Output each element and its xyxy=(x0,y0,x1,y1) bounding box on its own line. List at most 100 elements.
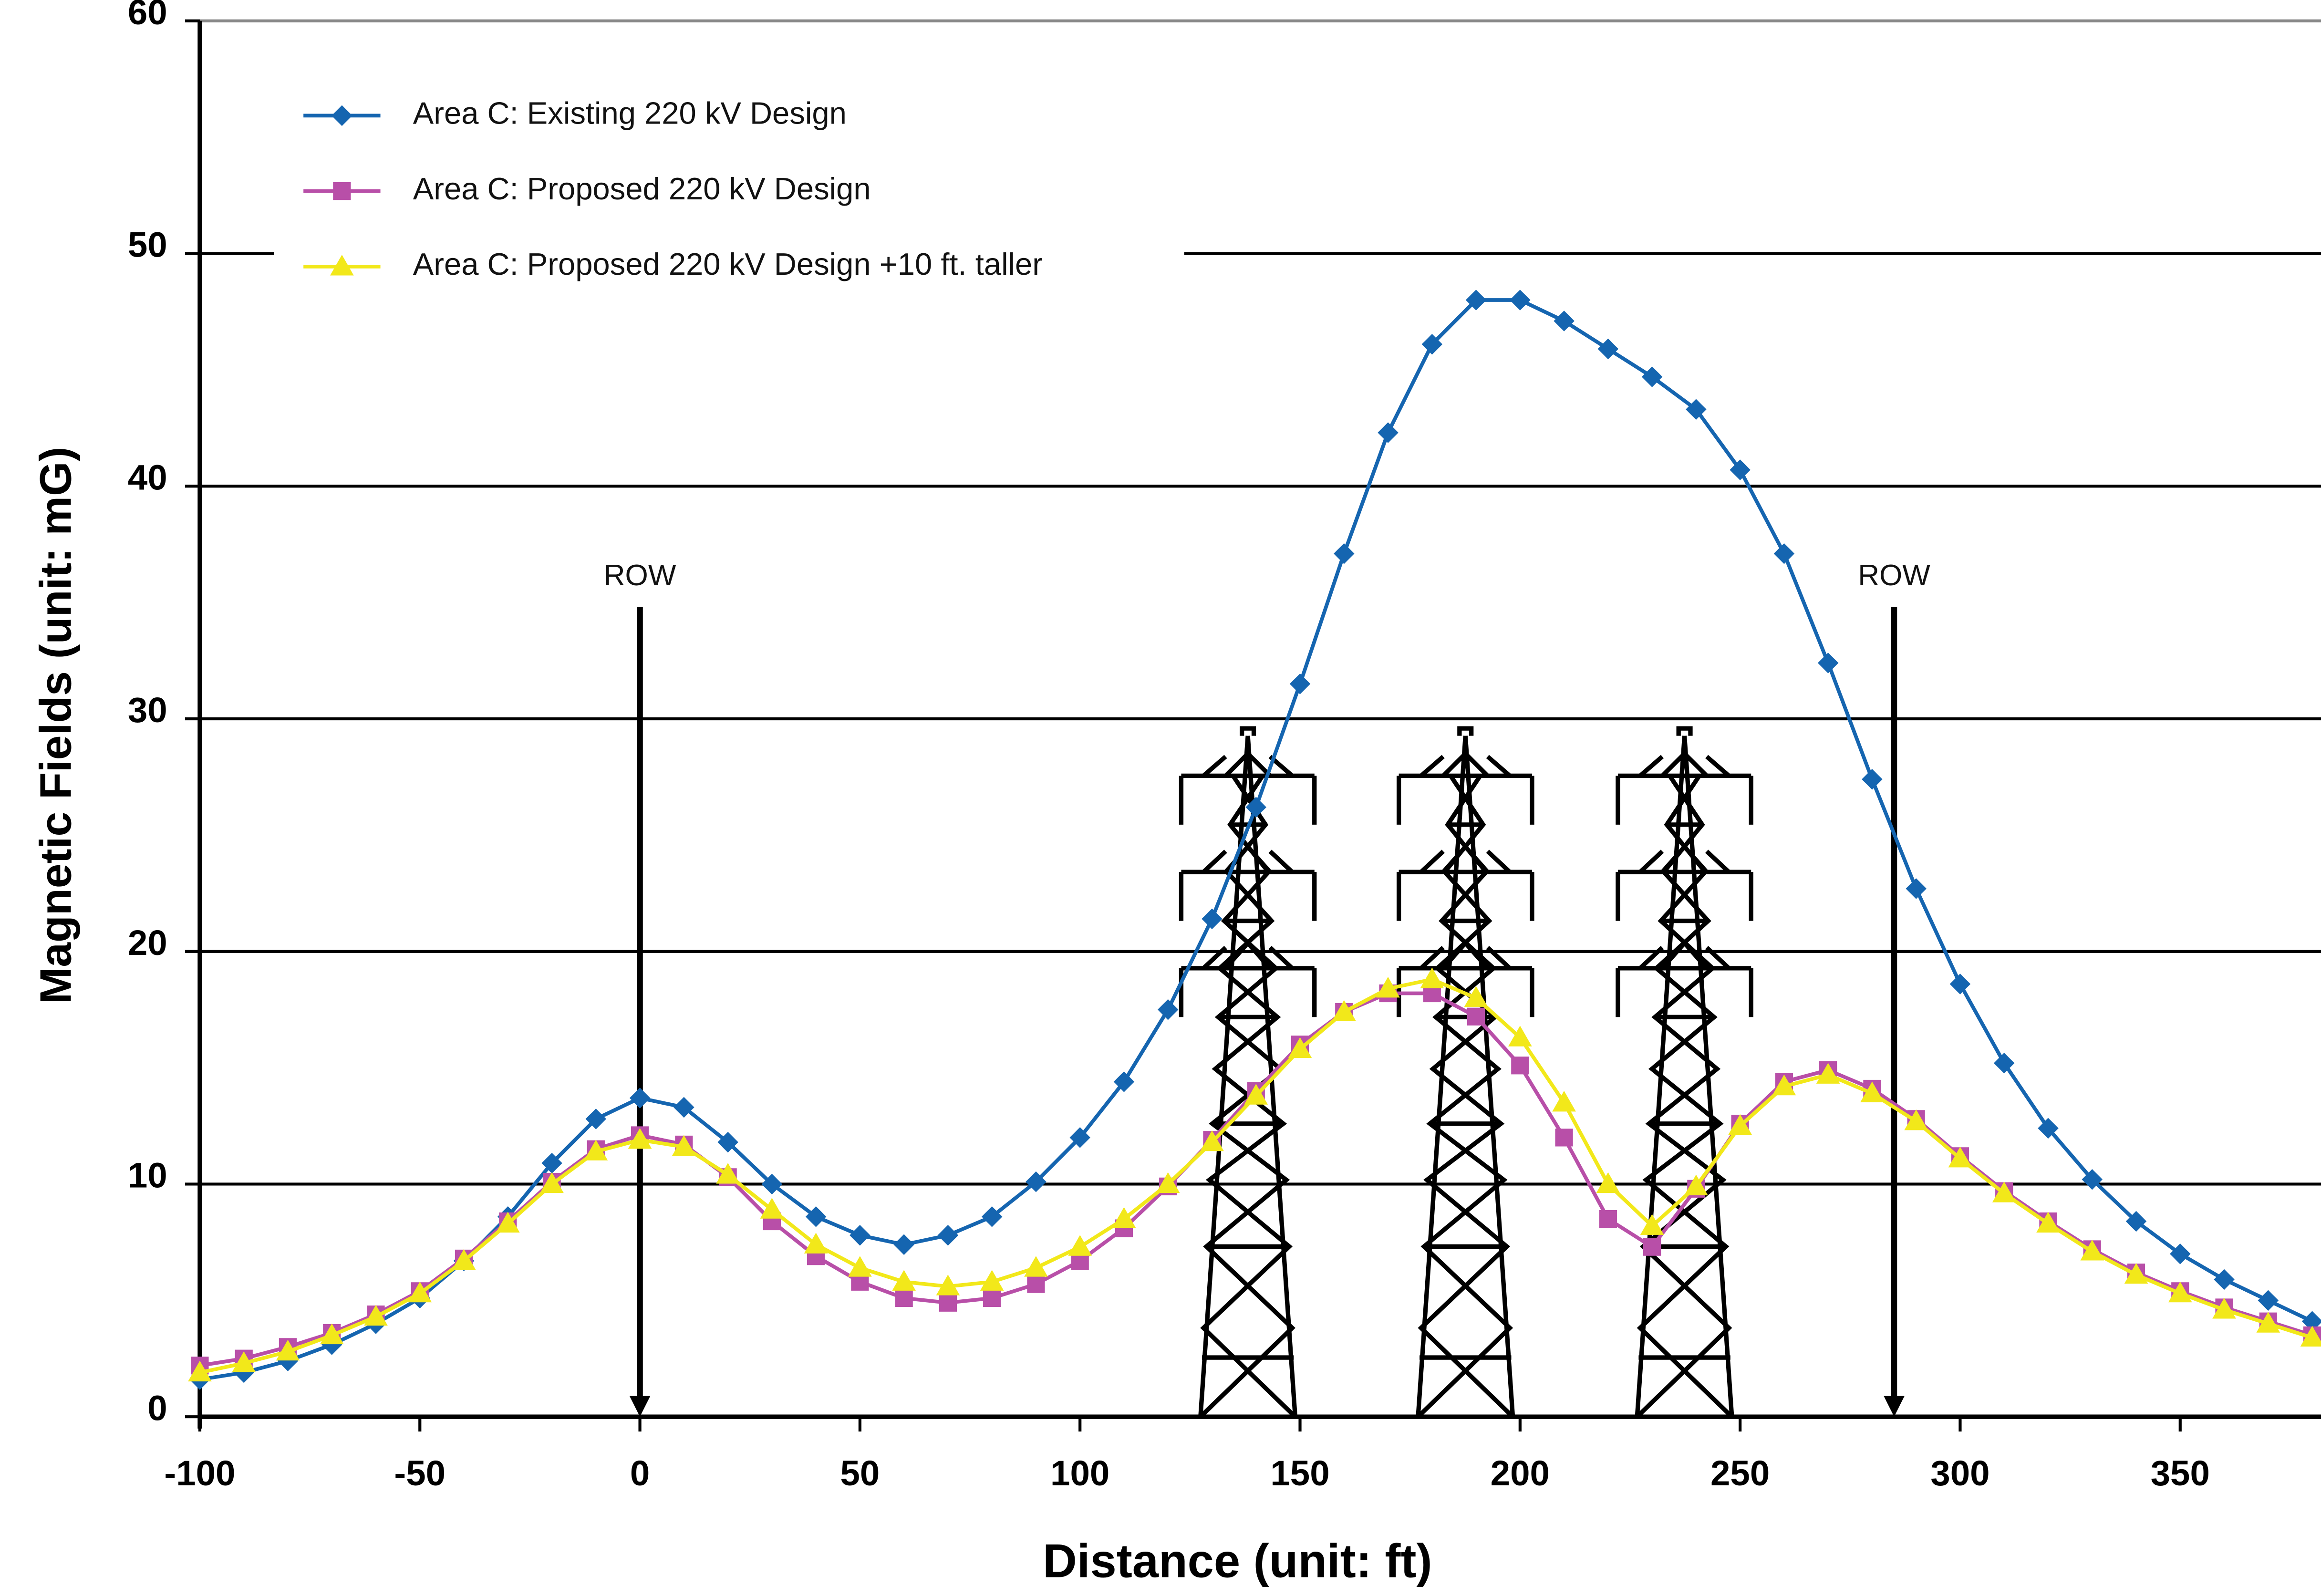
marker xyxy=(585,1109,607,1130)
tower xyxy=(1618,728,1751,1417)
annotation-label: ROW xyxy=(1858,559,1930,592)
marker xyxy=(1465,290,1487,311)
marker xyxy=(2256,1312,2280,1333)
y-tick-label: 0 xyxy=(147,1388,167,1428)
marker xyxy=(761,1173,783,1195)
marker xyxy=(1730,459,1751,480)
marker xyxy=(1202,908,1223,930)
marker xyxy=(1904,1109,1928,1130)
marker xyxy=(983,1289,1001,1307)
legend-marker xyxy=(332,105,352,126)
y-tick-label: 40 xyxy=(128,457,167,497)
x-tick-label: 0 xyxy=(630,1453,650,1493)
marker xyxy=(320,1323,344,1345)
marker xyxy=(408,1281,432,1303)
marker xyxy=(584,1140,608,1161)
marker xyxy=(1112,1207,1136,1228)
marker xyxy=(2258,1290,2279,1311)
legend-marker xyxy=(333,182,351,200)
marker xyxy=(1068,1235,1092,1256)
marker xyxy=(1640,1214,1664,1235)
y-axis-title: Magnetic Fields (unit: mG) xyxy=(31,447,81,1005)
marker xyxy=(1467,1007,1485,1026)
towers xyxy=(1181,728,1751,1417)
x-tick-label: 250 xyxy=(1710,1453,1770,1493)
marker xyxy=(2038,1118,2059,1139)
marker xyxy=(937,1225,959,1246)
marker xyxy=(939,1294,957,1312)
marker xyxy=(1423,984,1441,1003)
marker xyxy=(850,1225,870,1246)
marker xyxy=(1596,1172,1620,1193)
marker xyxy=(1334,543,1355,564)
marker xyxy=(1511,1057,1529,1075)
marker xyxy=(1027,1275,1045,1293)
marker xyxy=(364,1305,388,1326)
marker xyxy=(1906,878,1927,899)
marker xyxy=(848,1256,872,1277)
arrow-head xyxy=(629,1396,651,1417)
legend-label: Area C: Proposed 220 kV Design +10 ft. t… xyxy=(413,247,1043,281)
marker xyxy=(1772,1074,1796,1096)
marker xyxy=(1684,1174,1708,1195)
marker xyxy=(1552,1090,1576,1112)
y-tick-label: 10 xyxy=(128,1156,167,1195)
marker xyxy=(1643,1238,1661,1256)
marker xyxy=(1728,1114,1752,1135)
marker xyxy=(188,1360,212,1382)
marker xyxy=(1510,290,1531,311)
marker xyxy=(629,1088,651,1109)
marker xyxy=(276,1339,300,1361)
marker xyxy=(1288,1037,1312,1058)
marker xyxy=(980,1270,1004,1291)
marker xyxy=(892,1270,916,1291)
marker xyxy=(2036,1212,2060,1233)
x-tick-label: 50 xyxy=(840,1453,880,1493)
plot: ROW ROW xyxy=(188,290,2321,1417)
marker xyxy=(1289,674,1311,694)
marker xyxy=(1464,986,1488,1007)
legend-label: Area C: Proposed 220 kV Design xyxy=(413,171,871,206)
marker xyxy=(2212,1298,2236,1319)
marker xyxy=(452,1249,476,1270)
marker xyxy=(628,1128,652,1149)
marker xyxy=(1992,1181,2016,1202)
marker xyxy=(1157,999,1179,1020)
marker xyxy=(1024,1256,1048,1277)
y-tick-label: 50 xyxy=(128,225,167,265)
series xyxy=(191,984,2321,1375)
x-axis-title: Distance (unit: ft) xyxy=(1043,1535,1432,1588)
marker xyxy=(496,1212,520,1233)
marker xyxy=(1773,543,1795,564)
marker xyxy=(2080,1240,2104,1261)
x-tick-label: 300 xyxy=(1930,1453,1989,1493)
marker xyxy=(1817,653,1839,674)
legend-box xyxy=(274,74,1184,341)
marker xyxy=(1949,974,1971,995)
marker xyxy=(2124,1263,2148,1284)
marker xyxy=(1071,1252,1089,1270)
x-tick-label: 100 xyxy=(1050,1453,1109,1493)
arrow-head xyxy=(1884,1396,1905,1417)
marker xyxy=(672,1135,696,1156)
x-tick-label: -100 xyxy=(164,1453,235,1493)
marker xyxy=(1508,1026,1532,1047)
y-tick-label: 20 xyxy=(128,923,167,963)
x-tick-label: 200 xyxy=(1491,1453,1550,1493)
series-line xyxy=(199,977,2313,1375)
marker xyxy=(2300,1326,2321,1347)
marker xyxy=(1156,1172,1180,1193)
marker xyxy=(1860,1081,1884,1102)
marker xyxy=(895,1289,913,1307)
marker xyxy=(232,1351,256,1372)
x-tick-label: -50 xyxy=(394,1453,446,1493)
marker xyxy=(1332,1000,1356,1021)
marker xyxy=(1200,1130,1224,1151)
marker xyxy=(1555,1129,1573,1147)
marker xyxy=(2214,1269,2235,1290)
x-tick-label: 350 xyxy=(2151,1453,2210,1493)
marker xyxy=(717,1131,738,1153)
y-tick-label: 60 xyxy=(128,0,167,32)
marker xyxy=(1686,399,1707,420)
